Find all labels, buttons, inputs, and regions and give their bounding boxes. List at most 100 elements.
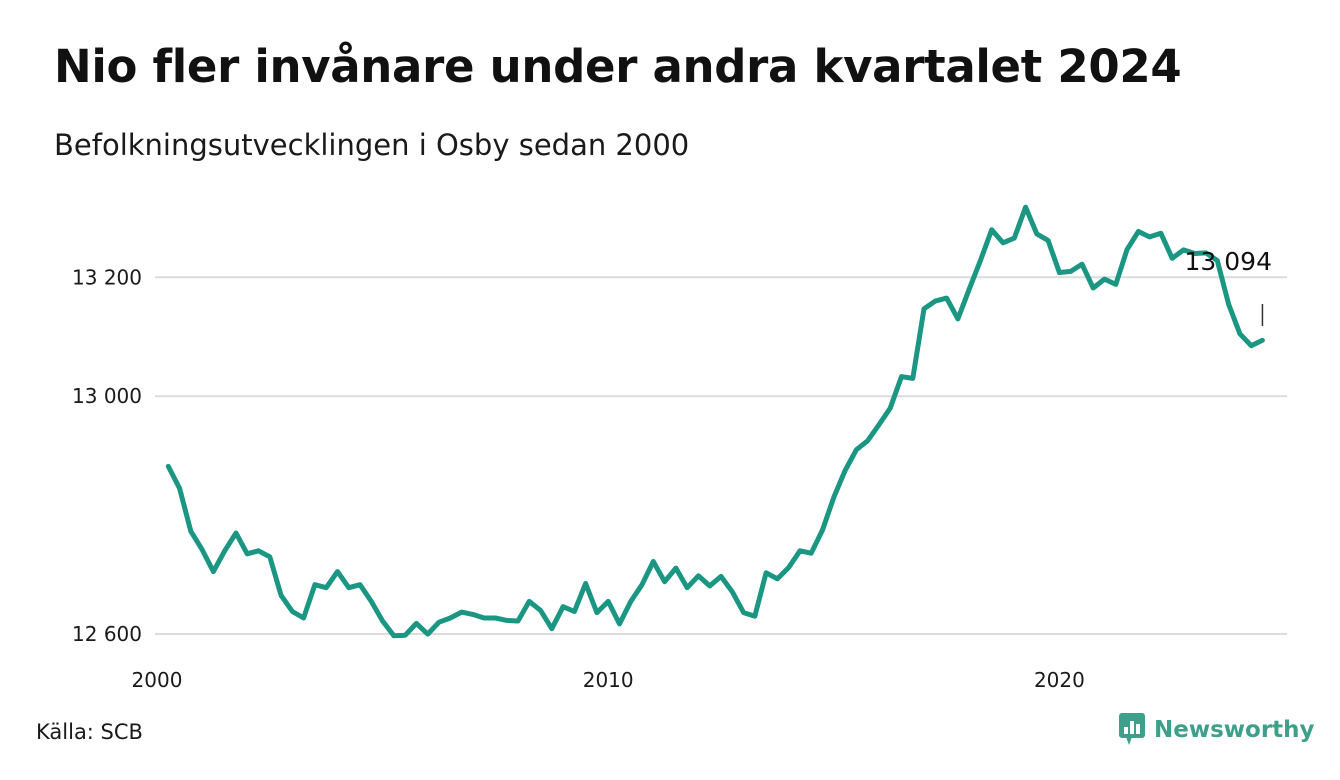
series-line [165,204,1265,639]
data-point [200,547,205,552]
data-point [662,579,667,584]
data-point [910,376,915,381]
y-tick-label: 13 200 [72,265,142,289]
data-point [346,585,351,590]
data-point [752,614,757,619]
data-point [392,633,397,638]
data-point [470,612,475,617]
data-point [651,559,656,564]
data-point [380,619,385,624]
data-point [764,570,769,575]
data-point [561,604,566,609]
data-point [256,548,261,553]
y-tick-label: 13 000 [72,384,142,408]
data-point [719,574,724,579]
data-point [493,616,498,621]
data-point [854,447,859,452]
data-point [696,573,701,578]
data-point [1136,229,1141,234]
chart-bubble-icon [1119,713,1145,745]
data-point [674,566,679,571]
data-point [865,438,870,443]
data-point [1046,238,1051,243]
data-point [1023,205,1028,210]
data-point [1102,277,1107,282]
data-point [820,528,825,533]
x-tick-label: 2010 [583,668,634,692]
data-point [730,589,735,594]
x-tick-label: 2000 [132,668,183,692]
data-point [538,608,543,613]
newsworthy-logo: Newsworthy [1118,712,1315,748]
chart-subtitle: Befolkningsutvecklingen i Osby sedan 200… [54,128,690,162]
data-point [1147,235,1152,240]
data-point [628,599,633,604]
data-point [944,296,949,301]
data-point [595,610,600,615]
data-point [1260,338,1265,343]
data-point [414,621,419,626]
data-point [1125,247,1130,252]
data-point [358,582,363,587]
data-point [1001,240,1006,245]
chart-title: Nio fler invånare under andra kvartalet … [54,40,1182,93]
data-point [267,554,272,559]
grid-lines [155,276,1287,636]
data-point [437,620,442,625]
annotations: 13 094 [1185,247,1272,326]
data-point [403,633,408,638]
data-point [809,551,814,556]
data-point [922,306,927,311]
data-point [482,616,487,621]
y-tick-label: 12 600 [72,622,142,646]
data-point [1068,269,1073,274]
data-point [967,287,972,292]
data-point [1159,231,1164,236]
data-point [279,593,284,598]
data-point [527,599,532,604]
data-point [245,551,250,556]
data-point [707,584,712,589]
data-point [606,599,611,604]
data-point [583,581,588,586]
data-point [741,610,746,615]
data-point [978,258,983,263]
data-point [290,609,295,614]
last-value-label: 13 094 [1185,247,1272,276]
data-point [640,582,645,587]
brand-name: Newsworthy [1154,717,1315,743]
data-point [685,585,690,590]
data-point [549,626,554,631]
data-point [448,616,453,621]
x-tick-label: 2020 [1034,668,1085,692]
x-axis-labels: 2000 2010 2020 [132,668,1085,692]
line-chart: 12 600 13 000 13 200 2000 2010 2020 13 094 [72,204,1287,692]
data-point [775,576,780,581]
data-point [425,632,430,637]
data-point [516,619,521,624]
data-point [888,406,893,411]
data-point [831,495,836,500]
data-point [1091,286,1096,291]
data-point [188,529,193,534]
data-point [177,486,182,491]
data-point [989,227,994,232]
data-point [956,317,961,322]
data-point [211,569,216,574]
data-point [1012,236,1017,241]
source-credit: Källa: SCB [36,720,143,744]
data-point [313,582,318,587]
data-point [786,565,791,570]
data-point [933,299,938,304]
data-point [1113,282,1118,287]
data-point [1238,331,1243,336]
data-point [843,468,848,473]
series-layer [165,204,1265,639]
data-point [324,585,329,590]
y-axis-labels: 12 600 13 000 13 200 [72,265,142,646]
data-point [369,599,374,604]
data-point [234,531,239,536]
data-point [617,622,622,627]
data-point [1249,343,1254,348]
data-point [572,609,577,614]
